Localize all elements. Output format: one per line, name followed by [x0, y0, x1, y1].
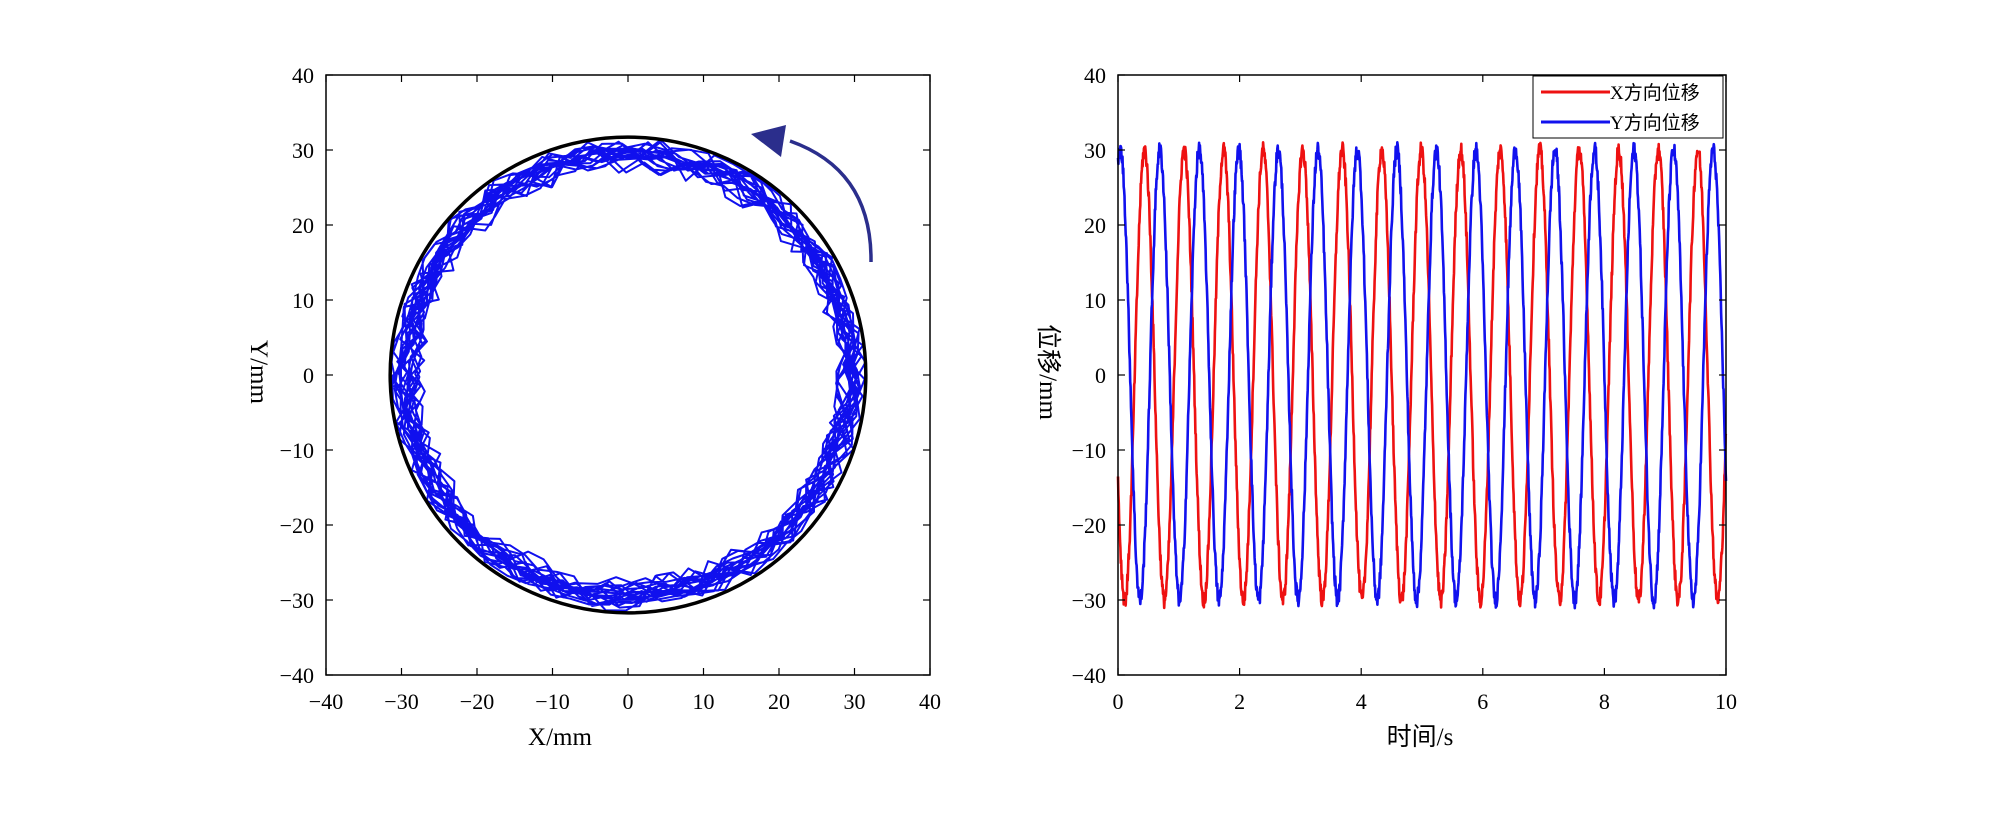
y-tick-label: −20: [280, 513, 314, 538]
x-tick-label: 8: [1599, 689, 1610, 714]
series-line: [1116, 141, 1728, 610]
arrow-shaft: [789, 139, 873, 263]
x-axis-title: X/mm: [528, 724, 592, 751]
y-ticks-right: −40 −30 −20 −10 0 10 20 30 40: [1072, 63, 1726, 688]
series-lines: [1116, 141, 1728, 610]
x-tick-label: 0: [623, 689, 634, 714]
x-tick-label: −10: [535, 689, 569, 714]
x-tick-label: 40: [919, 689, 941, 714]
time-series-chart: 0 2 4 6 8 10 −40 −30 −20 −10 0 10 20 30 40 时间/s 位移/mm…: [1034, 63, 1737, 751]
reference-circle: [388, 135, 868, 615]
y-tick-label: −10: [280, 438, 314, 463]
y-tick-label: 40: [1084, 63, 1106, 88]
x-tick-label: 10: [693, 689, 715, 714]
y-tick-label: −40: [280, 663, 314, 688]
x-tick-label: 20: [768, 689, 790, 714]
y-tick-label: 40: [292, 63, 314, 88]
arrow-head: [751, 125, 786, 157]
x-tick-label: 0: [1113, 689, 1124, 714]
y-tick-label: 20: [1084, 213, 1106, 238]
y-ticks: −40 −30 −20 −10 0 10 20 30 40: [280, 63, 930, 688]
x-tick-label: 4: [1356, 689, 1367, 714]
rotation-arrow: [751, 125, 873, 263]
trajectory-line: [390, 140, 867, 612]
y-tick-label: −30: [1072, 588, 1106, 613]
legend-label-x: X方向位移: [1610, 82, 1700, 104]
x-axis-title-right: 时间/s: [1387, 723, 1454, 751]
y-tick-label: −20: [1072, 513, 1106, 538]
series-line: [1116, 141, 1728, 610]
y-axis-title-right: 位移/mm: [1034, 324, 1062, 420]
legend-box: [1532, 75, 1724, 139]
y-axis-title: Y/mm: [245, 340, 272, 404]
y-tick-label: 0: [303, 363, 314, 388]
x-tick-label: 6: [1477, 689, 1488, 714]
x-tick-label: 30: [844, 689, 866, 714]
legend-label-y: Y方向位移: [1610, 112, 1700, 134]
y-tick-label: 20: [292, 213, 314, 238]
x-tick-label: 10: [1715, 689, 1737, 714]
y-tick-label: −40: [1072, 663, 1106, 688]
x-tick-label: −40: [309, 689, 343, 714]
y-tick-label: 10: [1084, 288, 1106, 313]
trajectory-data: [390, 140, 867, 612]
y-tick-label: 30: [292, 138, 314, 163]
x-tick-label: −30: [384, 689, 418, 714]
x-ticks-right: 0 2 4 6 8 10: [1113, 75, 1737, 714]
trajectory-chart: −40 −30 −20 −10 0 10 20 30 40 −40 −30 −20 −10 0 10 20 3…: [245, 63, 941, 751]
x-ticks: −40 −30 −20 −10 0 10 20 30 40: [309, 75, 941, 714]
x-tick-label: 2: [1234, 689, 1245, 714]
y-tick-label: 10: [292, 288, 314, 313]
y-tick-label: 0: [1095, 363, 1106, 388]
y-tick-label: −30: [280, 588, 314, 613]
x-tick-label: −20: [460, 689, 494, 714]
legend: X方向位移 Y方向位移: [1532, 75, 1724, 139]
y-tick-label: −10: [1072, 438, 1106, 463]
y-tick-label: 30: [1084, 138, 1106, 163]
